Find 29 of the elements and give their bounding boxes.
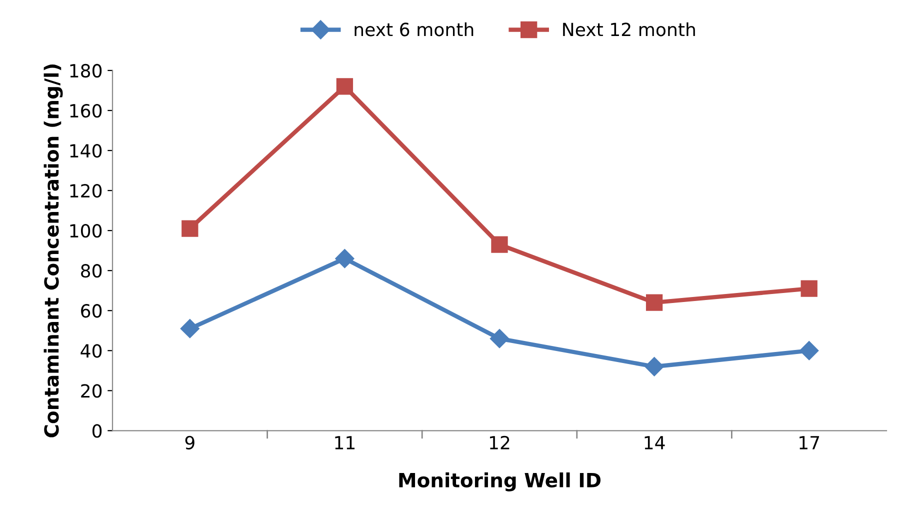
y-tick-label: 180 [70,64,102,78]
y-tick-label: 140 [70,144,102,158]
legend-label: Next 12 month [563,22,695,36]
x-tick-label: 9 [185,436,194,450]
y-tick-label: 0 [92,424,102,438]
x-tick-label: 11 [335,436,355,450]
point [491,236,508,253]
point [644,357,664,376]
y-tick-label: 160 [70,104,102,118]
x-tick-label: 17 [800,436,820,450]
y-tick-label: 100 [70,224,102,238]
y-tick-label: 80 [81,264,102,278]
y-tick-label: 40 [80,344,102,358]
y-tick-label: 20 [81,384,102,398]
point [336,78,354,95]
x-tick-label: 12 [490,436,510,450]
point [800,341,819,360]
legend-label: next 6 month [354,22,474,36]
point [335,249,354,268]
y-tick-label: 60 [81,304,102,318]
point [182,220,198,237]
x-tick-label: 14 [644,436,665,450]
point [180,319,200,338]
y-tick-label: 120 [70,184,102,198]
x-axis-title: Monitoring Well ID [399,472,601,492]
point [800,280,818,297]
point [646,294,663,311]
point [490,329,510,348]
y-axis-title: Contaminant Concentration (mg/l) [44,64,63,438]
